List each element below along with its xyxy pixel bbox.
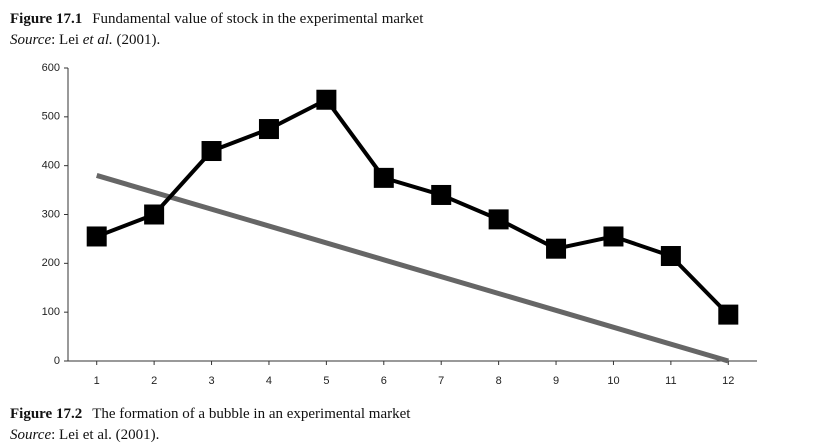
x-tick-label: 2 <box>151 375 157 387</box>
marker <box>546 238 567 259</box>
source: Source: Lei et al. (2001). <box>10 32 160 48</box>
source-part: Source <box>10 427 51 443</box>
source-part: : Lei et al. (2001). <box>51 427 159 443</box>
marker <box>316 89 337 110</box>
y-tick-label: 500 <box>42 111 60 123</box>
series-line <box>96 173 729 364</box>
x-tick-label: 6 <box>381 375 387 387</box>
figure-caption: Figure 17.1 Fundamental value of stock in… <box>10 11 424 27</box>
caption-text: Fundamental value of stock in the experi… <box>92 11 424 27</box>
marker <box>488 209 509 230</box>
marker <box>373 167 394 188</box>
marker <box>86 226 107 247</box>
figure-label: Figure 17.1 <box>10 11 82 27</box>
x-tick-label: 5 <box>323 375 329 387</box>
source-part: (2001). <box>113 32 161 48</box>
marker <box>144 204 165 225</box>
marker <box>258 119 279 140</box>
marker <box>201 141 222 162</box>
x-tick-label: 4 <box>266 375 272 387</box>
x-tick-label: 10 <box>607 375 619 387</box>
x-tick-label: 1 <box>94 375 100 387</box>
x-tick-label: 3 <box>208 375 214 387</box>
y-tick-label: 200 <box>42 257 60 269</box>
source: Source: Lei et al. (2001). <box>10 427 159 443</box>
y-tick-label: 600 <box>42 62 60 74</box>
x-tick-label: 9 <box>553 375 559 387</box>
marker <box>718 304 739 325</box>
y-tick-label: 400 <box>42 160 60 172</box>
figure-label: Figure 17.2 <box>10 406 82 422</box>
caption-text: The formation of a bubble in an experime… <box>92 406 411 422</box>
marker <box>431 184 452 205</box>
source-part: Source <box>10 32 51 48</box>
x-tick-label: 12 <box>722 375 734 387</box>
y-tick-label: 0 <box>54 355 60 367</box>
marker <box>660 246 681 267</box>
figure-caption: Figure 17.2 The formation of a bubble in … <box>10 406 411 422</box>
series-line <box>95 97 730 317</box>
x-tick-label: 8 <box>496 375 502 387</box>
source-part: : Lei <box>51 32 83 48</box>
x-tick-label: 11 <box>665 375 676 387</box>
source-part: et al. <box>83 32 113 48</box>
marker <box>603 226 624 247</box>
x-tick-label: 7 <box>438 375 444 387</box>
y-tick-label: 300 <box>42 208 60 220</box>
y-tick-label: 100 <box>42 306 60 318</box>
